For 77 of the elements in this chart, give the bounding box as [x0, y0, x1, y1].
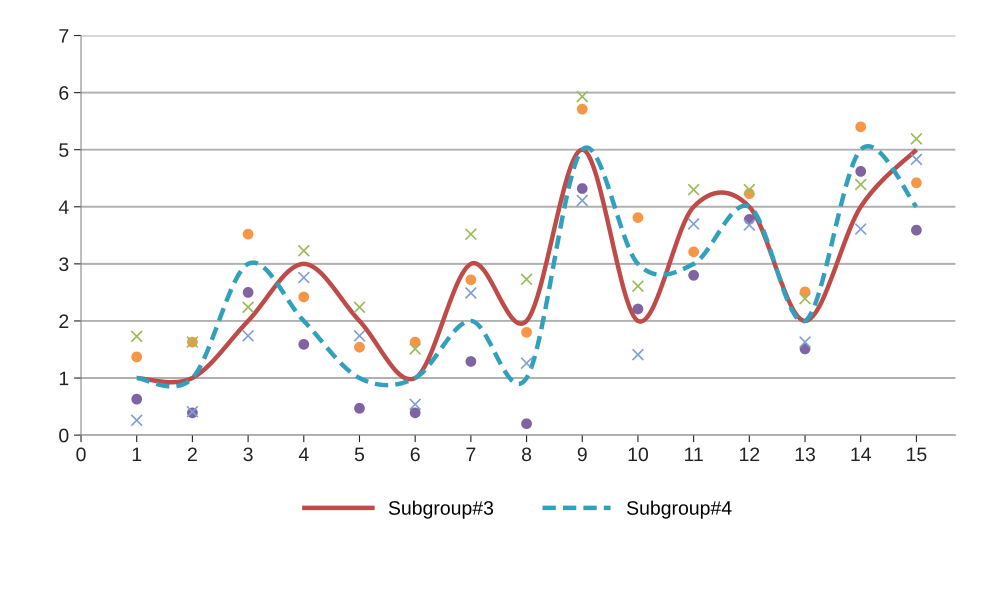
point	[576, 104, 588, 115]
x-tick-label: 8	[522, 447, 532, 462]
point	[576, 194, 588, 207]
point	[298, 338, 310, 350]
x-tick-label: 4	[298, 448, 309, 462]
point	[465, 274, 476, 286]
point	[298, 244, 310, 257]
point	[408, 398, 422, 411]
point	[408, 342, 422, 356]
y-tick-label: 5	[59, 143, 68, 157]
legend-label: Subgroup#3	[388, 500, 494, 519]
point	[854, 178, 867, 191]
point	[632, 348, 644, 361]
point	[688, 270, 700, 281]
y-tick-label: 1	[60, 372, 68, 386]
point	[632, 304, 644, 314]
point	[130, 330, 143, 343]
y-tick-label: 6	[59, 86, 68, 100]
x-tick-label: 9	[578, 447, 587, 462]
point	[521, 418, 532, 430]
y-tick-label: 3	[59, 257, 68, 272]
point	[298, 292, 310, 302]
x-tick-label: 10	[628, 447, 648, 462]
point	[242, 287, 254, 298]
x-tick-label: 11	[685, 448, 703, 462]
x-tick-label: 7	[466, 448, 476, 462]
point	[632, 280, 644, 292]
point	[910, 132, 923, 146]
x-tick-label: 3	[243, 447, 253, 462]
x-tick-label: 12	[740, 447, 760, 462]
point	[910, 153, 923, 166]
x-tick-label: 13	[796, 447, 815, 462]
point	[353, 301, 366, 314]
x-tick-label: 15	[907, 448, 926, 462]
y-tick-label: 0	[59, 428, 68, 442]
point	[911, 177, 922, 188]
point	[521, 326, 532, 338]
point	[854, 222, 867, 236]
point	[242, 301, 254, 314]
x-tick-label: 14	[851, 448, 871, 462]
point	[520, 356, 533, 370]
point	[464, 286, 478, 300]
point	[464, 228, 478, 240]
x-tick-label: 6	[410, 447, 420, 462]
point	[911, 224, 922, 236]
point	[298, 271, 310, 284]
point	[798, 336, 812, 348]
y-tick-label: 2	[59, 314, 68, 328]
legend-label: Subgroup#4	[627, 500, 732, 519]
x-tick-label: 1	[132, 448, 142, 462]
point	[354, 342, 365, 353]
point	[576, 183, 588, 194]
x-tick-label: 5	[354, 448, 364, 462]
point	[855, 166, 866, 177]
point	[576, 90, 588, 103]
point	[131, 394, 142, 405]
x-tick-label: 2	[188, 447, 197, 462]
point	[687, 218, 700, 230]
point	[242, 330, 254, 342]
point	[798, 292, 812, 305]
point	[353, 330, 366, 342]
point	[743, 183, 756, 196]
point	[520, 273, 533, 286]
point	[855, 121, 866, 132]
point	[242, 228, 254, 240]
point	[465, 356, 476, 367]
point	[130, 414, 143, 426]
point	[687, 183, 700, 196]
y-tick-label: 4	[58, 200, 69, 214]
point	[410, 407, 421, 418]
point	[131, 352, 142, 362]
point	[743, 218, 756, 232]
point	[688, 246, 700, 258]
y-tick-label: 7	[59, 29, 68, 43]
point	[632, 212, 644, 224]
point	[354, 402, 365, 414]
x-tick-label: 0	[76, 447, 86, 462]
